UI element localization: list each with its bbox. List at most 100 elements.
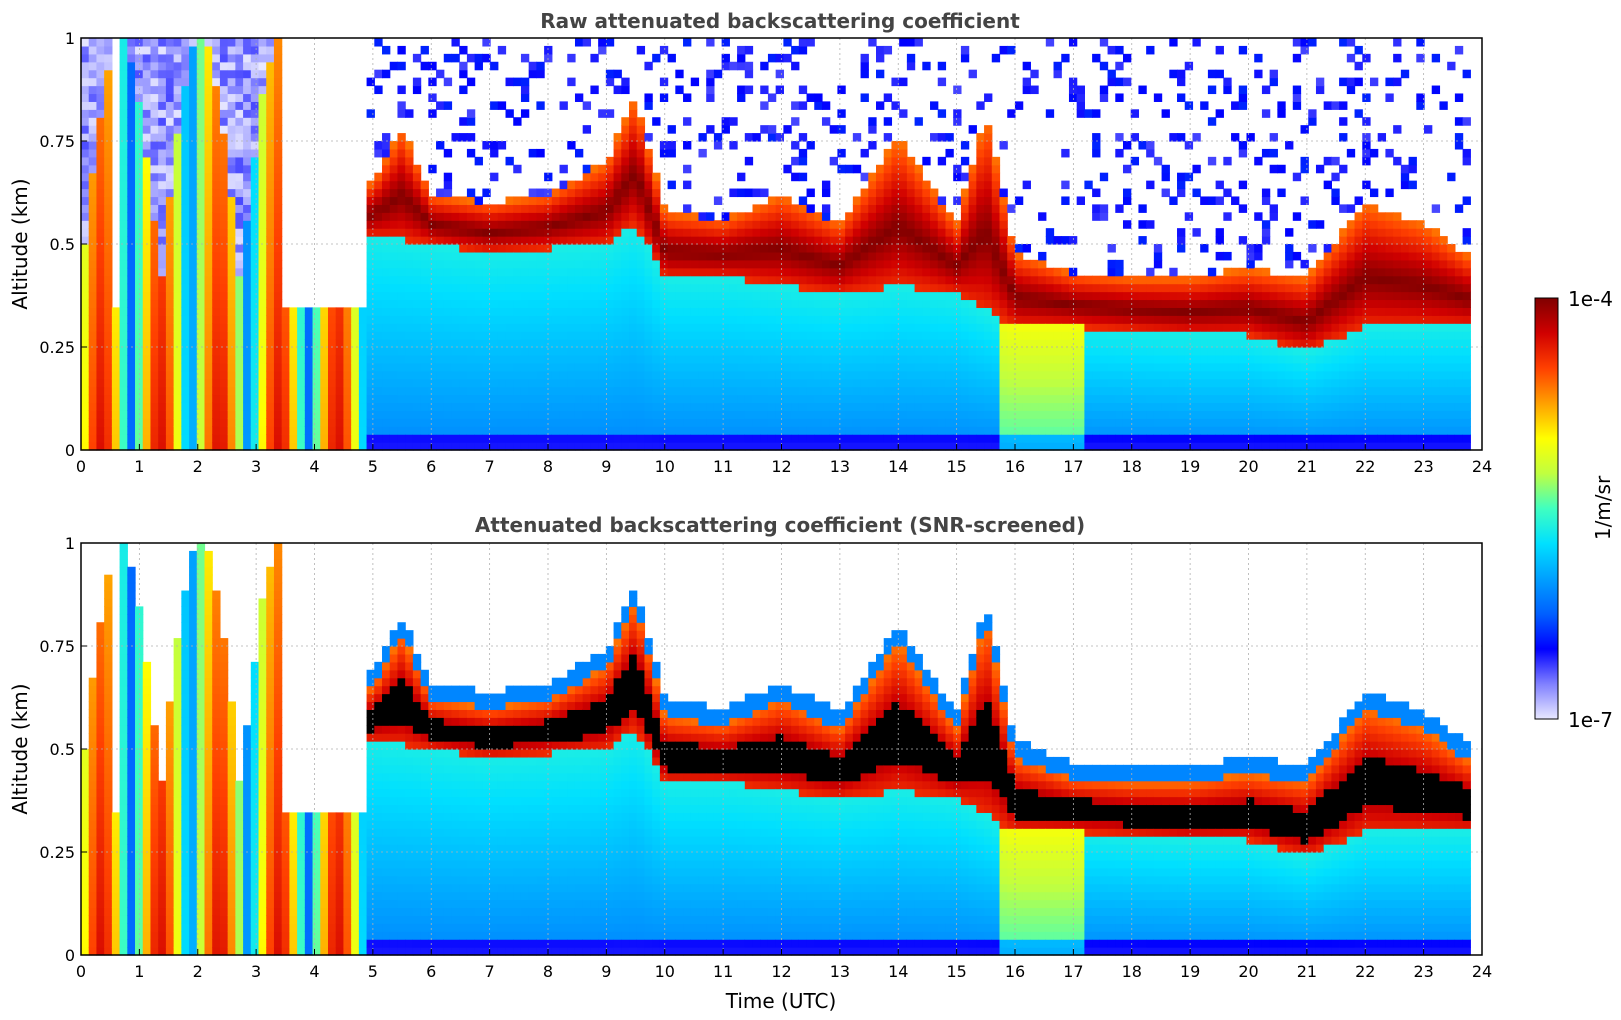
heat-cell [490, 61, 499, 71]
heat-cell [729, 307, 738, 316]
heat-cell [482, 236, 491, 245]
heat-cell [729, 418, 738, 427]
heat-cell [127, 69, 136, 79]
heat-cell [104, 236, 113, 245]
heat-cell [173, 267, 182, 277]
heat-cell [1068, 402, 1078, 411]
heat-cell [466, 347, 476, 356]
heat-cell [806, 228, 815, 237]
heat-cell [806, 259, 815, 269]
heat-cell [258, 275, 267, 285]
heat-cell [598, 275, 607, 285]
heat-cell [567, 434, 576, 443]
heat-cell [273, 117, 283, 126]
heat-cell [876, 244, 885, 253]
heat-cell [675, 283, 684, 293]
heat-cell [273, 339, 283, 348]
heat-cell [706, 331, 715, 340]
heat-cell [119, 188, 128, 198]
heat-cell [937, 442, 947, 451]
heat-cell [960, 339, 970, 348]
heat-cell [127, 434, 136, 443]
heat-cell [81, 77, 90, 87]
heat-cell [937, 267, 947, 277]
heat-cell [798, 331, 808, 340]
heat-cell [273, 69, 283, 79]
heat-cell [142, 244, 152, 253]
heat-cell [243, 133, 252, 142]
heat-cell [81, 291, 90, 301]
heat-cell [1007, 251, 1016, 261]
heat-cell [173, 410, 182, 419]
heat-cell [984, 236, 993, 245]
heat-cell [876, 339, 885, 348]
heat-cell [81, 109, 90, 118]
heat-cell [1061, 410, 1070, 419]
heat-cell [382, 434, 391, 443]
heat-cell [891, 307, 900, 316]
heat-cell [119, 38, 128, 47]
heat-cell [891, 275, 900, 285]
heat-cell [235, 259, 244, 269]
heat-cell [821, 434, 831, 443]
heat-cell [1030, 69, 1039, 79]
heat-cell [250, 275, 260, 285]
heat-cell [706, 259, 715, 269]
heat-cell [474, 386, 483, 396]
heat-cell [459, 370, 468, 380]
heat-cell [590, 164, 599, 174]
heat-cell [582, 354, 592, 364]
heat-cell [984, 370, 993, 380]
heat-cell [791, 299, 800, 308]
heat-cell [883, 188, 893, 198]
heat-cell [930, 354, 939, 364]
heat-cell [821, 339, 831, 348]
heat-cell [135, 77, 144, 87]
heat-cell [744, 275, 754, 285]
heat-cell [428, 410, 437, 419]
heat-cell [104, 61, 113, 71]
heat-cell [829, 259, 839, 269]
heat-cell [258, 331, 267, 340]
heat-cell [243, 354, 252, 364]
heat-cell [590, 331, 599, 340]
heat-cell [505, 370, 514, 380]
heat-cell [358, 434, 368, 443]
heat-cell [335, 370, 345, 380]
heat-cell [976, 315, 985, 324]
heat-cell [412, 307, 422, 316]
heat-cell [127, 291, 136, 301]
heat-cell [675, 434, 684, 443]
heat-cell [227, 410, 236, 419]
heat-cell [644, 402, 653, 411]
heat-cell [420, 418, 429, 427]
heat-cell [837, 164, 846, 174]
heat-cell [428, 354, 437, 364]
heat-cell [760, 362, 769, 372]
heat-cell [598, 164, 607, 174]
heat-cell [891, 386, 900, 396]
heat-cell [814, 267, 823, 277]
heat-cell [1022, 362, 1031, 372]
heat-cell [497, 251, 507, 261]
heat-cell [459, 251, 468, 261]
heat-cell [451, 220, 460, 229]
heat-cell [474, 347, 483, 356]
heat-cell [829, 442, 839, 451]
heat-cell [953, 259, 962, 269]
heat-cell [382, 410, 391, 419]
heat-cell [667, 291, 676, 301]
heat-cell [690, 394, 700, 404]
heat-cell [953, 196, 962, 205]
heat-cell [899, 315, 908, 324]
heat-cell [505, 251, 514, 261]
heat-cell [374, 251, 383, 261]
heat-cell [165, 354, 175, 364]
heat-cell [405, 267, 414, 277]
heat-cell [181, 77, 190, 87]
heat-cell [366, 283, 375, 293]
heat-cell [104, 141, 113, 150]
heat-cell [490, 204, 499, 213]
heat-cell [119, 354, 128, 364]
heat-cell [474, 275, 483, 285]
